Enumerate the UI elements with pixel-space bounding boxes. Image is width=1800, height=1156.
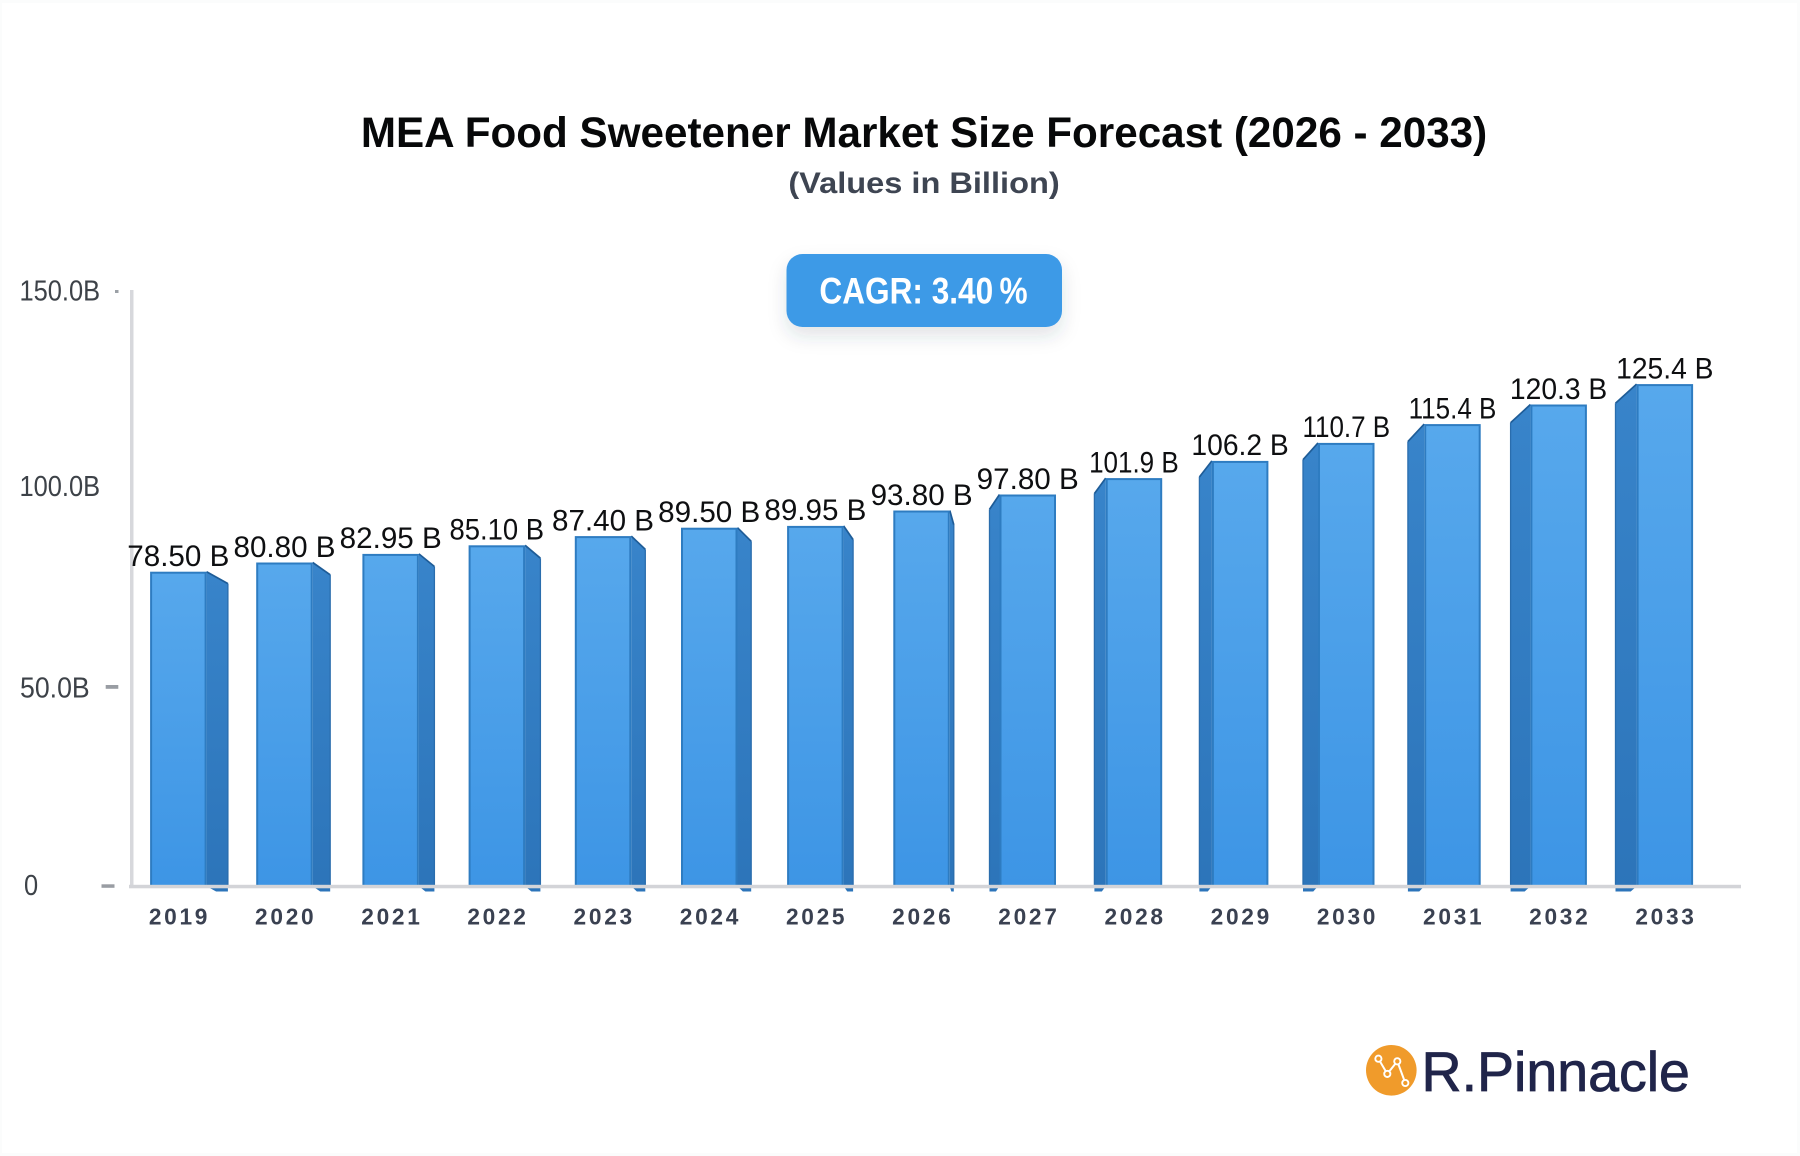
- svg-text:110.7 B: 110.7 B: [1302, 410, 1390, 443]
- svg-text:2025: 2025: [786, 904, 847, 930]
- svg-text:2031: 2031: [1423, 904, 1484, 930]
- svg-text:0: 0: [24, 868, 38, 901]
- svg-text:2028: 2028: [1104, 904, 1165, 930]
- svg-text:101.9 B: 101.9 B: [1089, 446, 1179, 479]
- svg-text:2030: 2030: [1317, 904, 1378, 930]
- svg-text:80.80 B: 80.80 B: [233, 531, 335, 564]
- svg-text:89.50 B: 89.50 B: [658, 496, 760, 529]
- svg-text:2020: 2020: [255, 904, 316, 930]
- svg-text:100.0B: 100.0B: [20, 469, 101, 502]
- svg-text:CAGR: 3.40 %: CAGR: 3.40 %: [819, 271, 1027, 312]
- svg-text:2022: 2022: [467, 904, 528, 930]
- svg-text:50.0B: 50.0B: [20, 671, 90, 703]
- svg-text:120.3 B: 120.3 B: [1510, 373, 1607, 406]
- svg-text:87.40 B: 87.40 B: [552, 504, 654, 537]
- svg-text:82.95 B: 82.95 B: [340, 522, 442, 555]
- svg-text:2026: 2026: [892, 904, 953, 930]
- svg-text:78.50 B: 78.50 B: [127, 540, 229, 573]
- svg-text:2032: 2032: [1529, 904, 1590, 930]
- svg-text:2033: 2033: [1635, 904, 1696, 930]
- svg-text:2024: 2024: [680, 904, 741, 930]
- svg-text:2023: 2023: [574, 904, 635, 930]
- svg-text:2021: 2021: [361, 904, 422, 930]
- svg-text:150.0B: 150.0B: [20, 274, 101, 307]
- svg-text:2029: 2029: [1211, 904, 1272, 930]
- svg-text:(Values in Billion): (Values in Billion): [788, 166, 1059, 199]
- svg-text:2019: 2019: [149, 904, 210, 930]
- svg-text:2027: 2027: [998, 904, 1059, 930]
- svg-text:106.2 B: 106.2 B: [1191, 429, 1288, 462]
- svg-text:125.4 B: 125.4 B: [1616, 353, 1713, 386]
- svg-text:97.80 B: 97.80 B: [977, 463, 1079, 496]
- svg-text:115.4 B: 115.4 B: [1409, 392, 1497, 425]
- svg-text:85.10 B: 85.10 B: [450, 514, 545, 547]
- svg-text:MEA Food Sweetener Market Size: MEA Food Sweetener Market Size Forecast …: [361, 109, 1487, 156]
- svg-text:89.95 B: 89.95 B: [764, 494, 866, 527]
- svg-text:R.Pinnacle: R.Pinnacle: [1422, 1041, 1690, 1103]
- svg-text:93.80 B: 93.80 B: [871, 479, 973, 512]
